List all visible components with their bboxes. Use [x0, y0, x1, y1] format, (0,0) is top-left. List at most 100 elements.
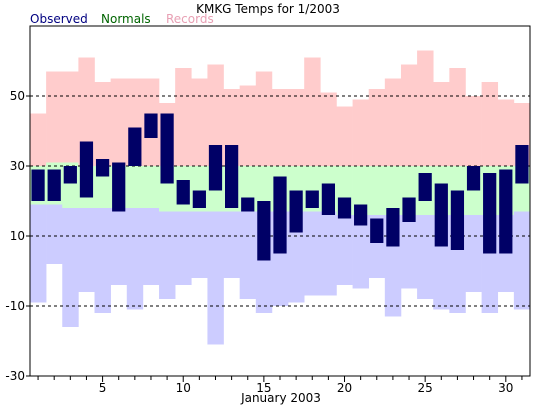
observed-bar — [63, 166, 77, 184]
record-high-band — [191, 78, 208, 166]
record-low-band — [239, 211, 257, 299]
record-high-band — [304, 57, 321, 166]
observed-bar — [305, 190, 319, 208]
observed-bar — [225, 145, 239, 208]
y-tick-label: 10 — [10, 229, 25, 243]
record-low-band — [223, 211, 240, 278]
normal-band — [352, 166, 370, 215]
record-high-band — [449, 68, 466, 166]
record-low-band — [110, 208, 128, 285]
observed-bar — [289, 190, 303, 233]
x-tick-label: 25 — [418, 381, 433, 395]
record-low-band — [94, 208, 111, 313]
observed-bars-layer — [31, 113, 529, 261]
record-high-band — [336, 106, 353, 166]
y-tick-label: 50 — [10, 89, 25, 103]
normal-band — [255, 166, 273, 212]
observed-bar — [337, 197, 352, 219]
record-low-band — [513, 211, 531, 310]
record-high-band — [30, 113, 47, 166]
record-low-band — [126, 208, 144, 310]
observed-bar — [418, 173, 432, 201]
record-high-band — [78, 57, 95, 166]
record-low-band — [417, 215, 434, 299]
legend-records: Records — [166, 12, 214, 26]
legend-normals: Normals — [101, 12, 151, 26]
observed-bar — [144, 113, 158, 138]
x-tick-label: 30 — [498, 381, 513, 395]
record-low-band — [62, 208, 79, 327]
record-low-band — [78, 208, 95, 292]
observed-bar — [128, 127, 142, 166]
record-high-band — [239, 85, 257, 166]
record-high-band — [271, 89, 289, 166]
x-tick-label: 20 — [337, 381, 352, 395]
record-high-band — [175, 68, 192, 166]
record-high-band — [497, 99, 515, 166]
record-low-band — [288, 211, 305, 303]
record-high-band — [288, 89, 305, 166]
record-low-band — [159, 211, 176, 299]
x-tick-label: 5 — [99, 381, 107, 395]
record-high-band — [465, 96, 482, 166]
observed-bar — [386, 208, 400, 247]
normal-band — [384, 166, 402, 215]
record-high-band — [207, 64, 224, 166]
record-high-band — [352, 99, 370, 166]
record-high-band — [384, 78, 402, 166]
record-high-band — [417, 50, 434, 166]
normal-band — [368, 166, 386, 215]
record-high-band — [46, 71, 63, 163]
observed-bar — [176, 180, 190, 205]
y-tick-label: 30 — [10, 159, 25, 173]
record-low-band — [175, 211, 192, 285]
record-high-band — [94, 82, 111, 166]
record-low-band — [320, 211, 337, 296]
y-tick-label: -10 — [5, 299, 25, 313]
record-low-band — [30, 204, 47, 303]
x-axis-label: January 2003 — [240, 391, 321, 405]
observed-bar — [499, 169, 513, 254]
observed-bar — [208, 145, 223, 191]
record-low-band — [46, 204, 63, 264]
observed-bar — [354, 204, 368, 226]
observed-bar — [31, 169, 45, 201]
observed-bar — [450, 190, 465, 250]
record-high-band — [433, 82, 450, 166]
observed-bar — [515, 145, 529, 184]
normal-band — [142, 166, 160, 208]
observed-bar — [402, 197, 416, 222]
observed-bar — [370, 218, 384, 243]
x-tick-label: 10 — [176, 381, 191, 395]
record-low-band — [304, 211, 321, 296]
observed-bar — [483, 173, 497, 254]
record-high-band — [481, 82, 499, 166]
x-tick-label: 15 — [256, 381, 271, 395]
record-low-band — [352, 215, 370, 289]
axes-layer: -30 -10 10 30 50 5 10 15 20 25 30 — [5, 25, 531, 395]
record-high-band — [320, 92, 337, 166]
chart-title: KMKG Temps for 1/2003 — [196, 2, 340, 16]
observed-bar — [95, 159, 110, 177]
observed-bar — [47, 169, 61, 201]
y-tick-label: -30 — [5, 369, 25, 383]
record-low-band — [142, 208, 160, 285]
observed-bar — [273, 176, 287, 254]
legend-observed: Observed — [30, 12, 88, 26]
record-high-band — [400, 64, 418, 166]
observed-bar — [192, 190, 206, 208]
observed-bar — [79, 141, 94, 198]
observed-bar — [241, 197, 255, 212]
record-high-band — [110, 78, 128, 166]
observed-bar — [160, 113, 174, 184]
record-high-band — [62, 71, 79, 163]
observed-bar — [434, 183, 448, 247]
observed-bar — [257, 201, 271, 261]
record-high-band — [368, 89, 386, 166]
observed-bar — [466, 166, 481, 191]
normal-band — [126, 166, 144, 208]
observed-bar — [321, 183, 335, 215]
record-low-band — [207, 211, 224, 345]
record-high-band — [255, 71, 273, 166]
